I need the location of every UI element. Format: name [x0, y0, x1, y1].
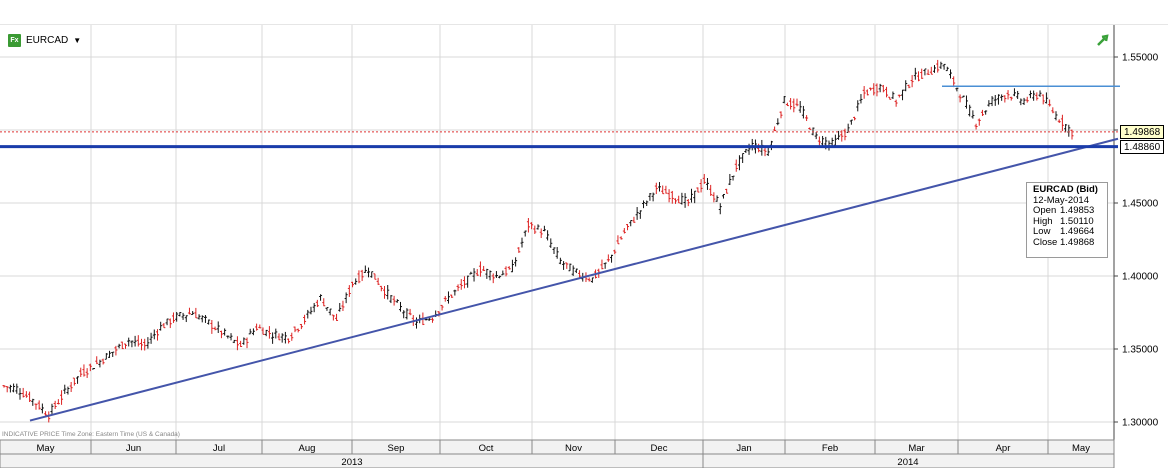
- x-axis-year-band: [0, 453, 1115, 468]
- x-tick-label: Oct: [479, 443, 494, 454]
- x-tick-label: Jan: [736, 443, 751, 454]
- chart-toolbar: Fx EURCAD ▼: [8, 32, 81, 48]
- x-axis-month-band: [0, 439, 1115, 455]
- caret-down-icon[interactable]: ▼: [73, 35, 82, 45]
- info-close: Close 1.49868: [1033, 236, 1095, 248]
- x-tick-label: Jun: [126, 443, 141, 454]
- trendline: [29, 137, 1119, 422]
- x-tick-label: Nov: [565, 443, 582, 454]
- last-close-tag: 1.49868: [1120, 125, 1165, 139]
- info-date: 12-May-2014: [1033, 194, 1089, 206]
- y-tick-label: 1.30000: [1122, 418, 1159, 429]
- x-tick-label: Feb: [822, 443, 838, 454]
- ohlc-info-box: EURCAD (Bid) 12-May-2014 Open 1.49853 Hig…: [1026, 182, 1108, 258]
- x-tick-label: May: [1072, 443, 1090, 454]
- trend-arrow-icon[interactable]: [1096, 32, 1112, 48]
- symbol-selector[interactable]: EURCAD: [26, 34, 69, 46]
- window-top-bar: [0, 0, 1168, 25]
- x-tick-label: Mar: [908, 443, 924, 454]
- y-tick-label: 1.35000: [1122, 345, 1159, 356]
- x-tick-label: Jul: [213, 443, 225, 454]
- y-tick-label: 1.40000: [1122, 272, 1159, 283]
- x-tick-label: Aug: [299, 443, 316, 454]
- x-tick-label: Dec: [651, 443, 668, 454]
- info-high: High 1.50110: [1033, 215, 1094, 227]
- x-tick-label: Sep: [388, 443, 405, 454]
- info-low: Low 1.49664: [1033, 226, 1095, 237]
- x-tick-label: Apr: [996, 443, 1011, 454]
- footnote: INDICATIVE PRICE Time Zone: Eastern Time…: [2, 431, 180, 438]
- year-label: 2014: [897, 457, 918, 468]
- x-tick-label: May: [37, 443, 55, 454]
- year-label: 2013: [341, 457, 362, 468]
- info-open: Open 1.49853: [1033, 205, 1095, 216]
- y-tick-label: 1.45000: [1122, 199, 1159, 210]
- info-title: EURCAD (Bid): [1033, 184, 1098, 195]
- fx-icon: Fx: [8, 33, 21, 47]
- y-tick-label: 1.55000: [1122, 53, 1159, 64]
- support-level-tag: 1.48860: [1120, 140, 1165, 154]
